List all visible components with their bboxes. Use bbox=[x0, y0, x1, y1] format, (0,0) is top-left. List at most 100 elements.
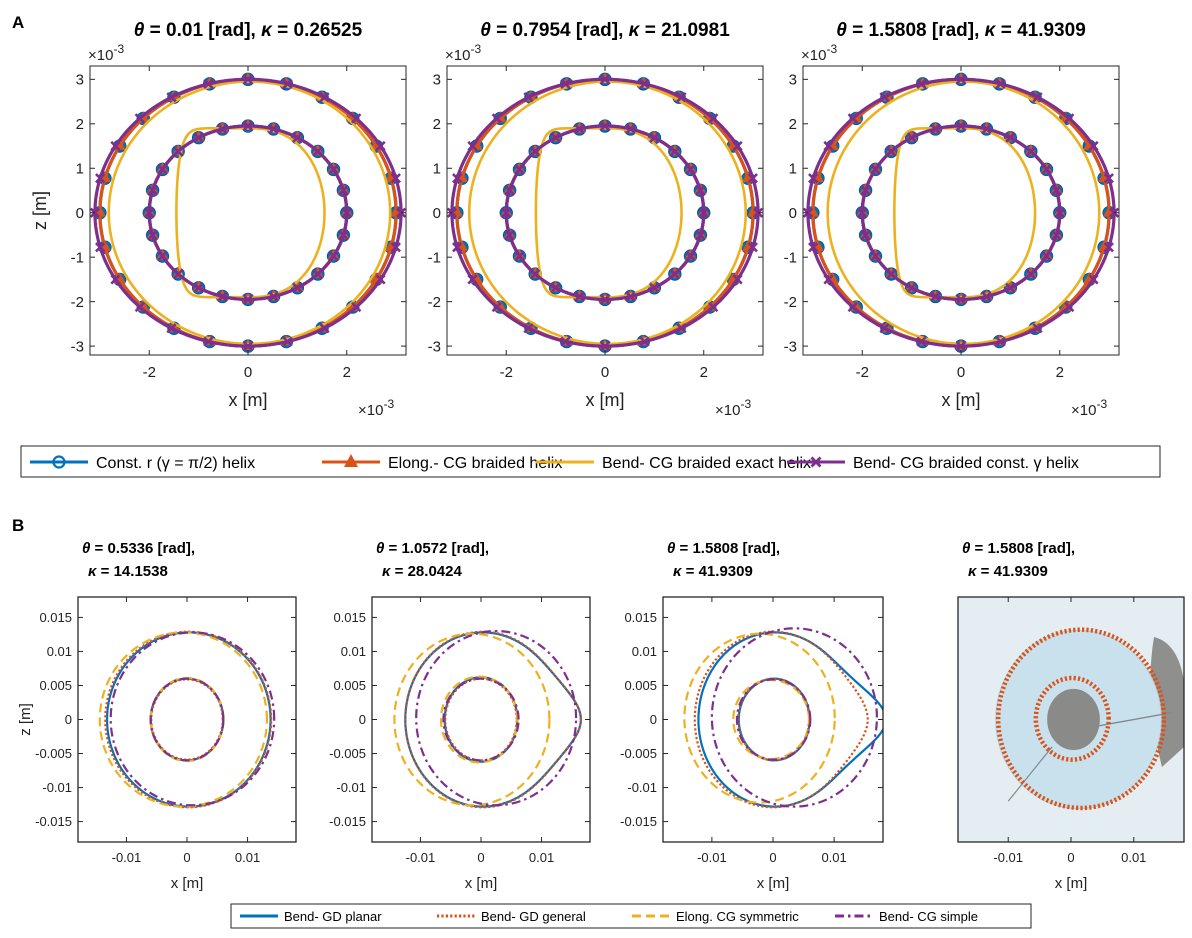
y-tick-label: -0.01 bbox=[627, 780, 657, 795]
x-exponent-label: ×10-3 bbox=[358, 397, 394, 419]
marker-x bbox=[110, 274, 121, 285]
legend-label: Bend- GD general bbox=[481, 909, 586, 924]
marker-x bbox=[1032, 323, 1043, 334]
marker-x bbox=[467, 274, 478, 285]
marker-x bbox=[268, 291, 279, 302]
legend-label: Elong. CG symmetric bbox=[676, 909, 799, 924]
y-tick-label: 0.01 bbox=[632, 644, 657, 659]
y-tick-label: 1 bbox=[76, 161, 84, 178]
plots-layer: θ = 0.01 [rad], κ = 0.26525 -2 0 2 -3 -2 -1 0 1 2… bbox=[17, 20, 1185, 892]
marker-x bbox=[328, 164, 339, 175]
chart-title-line2: κ = 41.9309 bbox=[968, 563, 1048, 580]
chart-5: θ = 1.0572 [rad], κ = 28.0424 -0.01 0 0.01 -0… bbox=[329, 540, 591, 892]
series-line bbox=[693, 630, 869, 809]
x-tick-label: -0.01 bbox=[112, 850, 142, 865]
y-exponent-label: ×10-3 bbox=[88, 42, 124, 64]
axes-frame bbox=[446, 65, 764, 356]
x-tick-label: 0 bbox=[244, 364, 252, 381]
marker-x bbox=[857, 207, 868, 218]
marker-x bbox=[110, 140, 121, 152]
marker-x bbox=[685, 250, 696, 262]
x-tick-label: -2 bbox=[143, 364, 156, 381]
marker-x bbox=[574, 291, 585, 302]
series-line bbox=[149, 677, 225, 762]
marker-x bbox=[732, 140, 743, 152]
series-line bbox=[149, 676, 225, 763]
series-line bbox=[683, 632, 836, 804]
series-line bbox=[534, 126, 683, 299]
exponent-power: -3 bbox=[740, 397, 751, 411]
series-line bbox=[467, 80, 748, 346]
x-axis-label: x [m] bbox=[465, 875, 498, 892]
marker-x bbox=[995, 78, 1006, 90]
legend-label: Bend- CG braided exact helix bbox=[602, 455, 811, 472]
marker-x bbox=[916, 78, 927, 90]
y-tick-label: -0.015 bbox=[620, 814, 657, 829]
legend-entry: Bend- GD planar bbox=[240, 909, 382, 924]
marker-x bbox=[695, 185, 706, 196]
legend-label: Bend- CG braided const. γ helix bbox=[853, 455, 1079, 472]
marker-x bbox=[217, 291, 228, 302]
marker-x bbox=[916, 336, 927, 347]
title-theta-value: = 1.0572 [rad], bbox=[384, 540, 489, 557]
y-tick-label: -1 bbox=[71, 249, 84, 266]
x-exponent-label: ×10-3 bbox=[1071, 397, 1107, 419]
legend-entry: Const. r (γ = π/2) helix bbox=[30, 455, 255, 472]
marker-x bbox=[166, 92, 177, 103]
y-tick-label: -0.005 bbox=[35, 746, 72, 761]
exponent-power: -3 bbox=[470, 42, 481, 56]
series-line bbox=[415, 629, 578, 807]
title-theta-value: = 1.5808 [rad], bbox=[970, 540, 1075, 557]
y-tick-label: 1 bbox=[433, 161, 441, 178]
title-kappa-symbol: κ bbox=[968, 563, 978, 580]
chart-7: θ = 1.5808 [rad], κ = 41.9309 -0.01 0 0.01 x … bbox=[957, 540, 1185, 892]
marker-x bbox=[1005, 132, 1016, 143]
marker-x bbox=[504, 185, 515, 196]
y-tick-label: 0 bbox=[65, 712, 72, 727]
x-tick-label: 0.01 bbox=[529, 850, 554, 865]
y-tick-label: 0.005 bbox=[39, 678, 72, 693]
series-line bbox=[995, 627, 1167, 811]
axes-frame bbox=[89, 65, 407, 356]
chart-title: θ = 1.5808 [rad], bbox=[667, 540, 780, 557]
marker-x bbox=[452, 242, 463, 253]
title-kappa-value: = 41.9309 bbox=[977, 563, 1048, 580]
marker-x bbox=[1051, 230, 1062, 241]
exponent-power: -3 bbox=[826, 42, 837, 56]
marker-x bbox=[886, 146, 897, 157]
plot-area bbox=[958, 597, 1184, 842]
legend-entry: Bend- CG braided const. γ helix bbox=[787, 455, 1079, 472]
x-tick-label: -2 bbox=[856, 364, 869, 381]
marker-x bbox=[823, 140, 834, 152]
marker-x bbox=[491, 113, 502, 124]
y-tick-label: 3 bbox=[789, 72, 797, 89]
series-line bbox=[735, 678, 812, 761]
marker-x bbox=[1041, 250, 1052, 262]
marker-x bbox=[390, 173, 401, 184]
marker-x bbox=[698, 207, 709, 218]
title-kappa-value: = 28.0424 bbox=[391, 563, 463, 580]
exponent-base: ×10 bbox=[715, 402, 740, 419]
marker-x bbox=[147, 185, 158, 196]
marker-x bbox=[574, 123, 585, 135]
marker-x bbox=[338, 185, 349, 196]
marker-x bbox=[955, 294, 967, 305]
marker-x bbox=[550, 282, 561, 293]
marker-x bbox=[157, 250, 168, 262]
marker-x bbox=[981, 291, 992, 302]
marker-x bbox=[847, 301, 858, 313]
marker-x bbox=[1005, 282, 1016, 293]
legend-label: Bend- CG simple bbox=[879, 909, 978, 924]
x-axis-label: x [m] bbox=[586, 390, 625, 410]
title-kappa-value: = 41.9309 bbox=[995, 20, 1085, 41]
series-line bbox=[710, 627, 878, 808]
marker-x bbox=[390, 242, 401, 253]
y-tick-label: -0.01 bbox=[336, 780, 366, 795]
marker-x bbox=[981, 123, 992, 135]
y-tick-label: 0.01 bbox=[47, 644, 72, 659]
marker-x bbox=[695, 230, 706, 241]
marker-x bbox=[1051, 185, 1062, 196]
legend-entry: Bend- GD general bbox=[437, 909, 586, 924]
marker-x bbox=[351, 301, 362, 313]
marker-x bbox=[242, 340, 254, 352]
